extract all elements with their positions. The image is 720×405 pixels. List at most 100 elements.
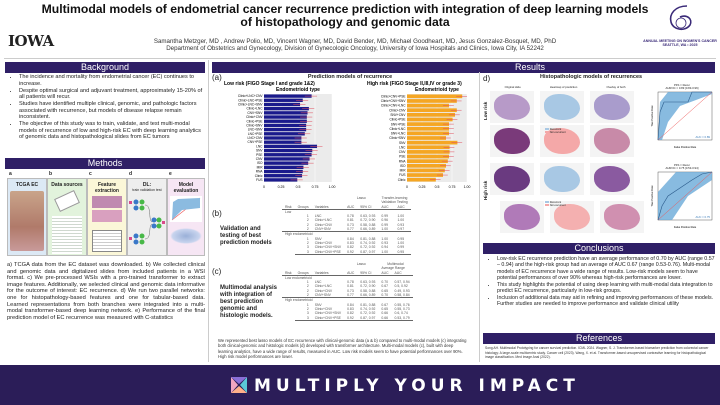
table-cell: 1.00 (381, 227, 388, 232)
category-label: LNC (256, 144, 263, 148)
chart-a-title: Prediction models of recurrence (307, 74, 393, 80)
table-cell: 0.5, 0.92 (394, 284, 408, 289)
validation-table: Lasso Transfer-learning Validation Testing… (282, 196, 411, 255)
table-cell: 0.87, 0.97 (357, 315, 379, 321)
column-header: AUC (378, 270, 392, 276)
table-section-row: High endometrioid (282, 297, 413, 303)
background-bullet: The objective of this study was to train… (19, 121, 205, 141)
table-cell: 0.78 (347, 214, 354, 219)
column-header: Variables (311, 204, 345, 210)
category-label: FUS (256, 178, 262, 182)
x-tick-label: 0.5 (296, 185, 301, 189)
table-cell: 0.81 (347, 284, 354, 289)
bar (407, 163, 446, 168)
table-cell: SNV (314, 302, 322, 307)
x-tick-label: 1.00 (464, 185, 471, 189)
panel-d-label: d) (483, 74, 491, 83)
background-list: The incidence and mortality from endomet… (5, 74, 205, 141)
column-header: 95% CI (357, 270, 379, 276)
category-label: CNV (256, 157, 264, 161)
table-cell: Clinic+LNC (314, 284, 332, 289)
bar (407, 136, 446, 140)
bar (407, 145, 450, 150)
table-cell: 0.72, 0.92 (360, 311, 376, 316)
bar (264, 132, 305, 136)
table-cell: 0.6, 0.74 (394, 311, 408, 316)
background-bullet: Studies have identified multiple clinica… (19, 101, 205, 121)
panel-c-label: (c) (212, 267, 222, 276)
col-label: Heatmap of prediction (549, 85, 578, 89)
table-header-row: Risk Groups Variables AUC 95% CI AUC AUC (282, 204, 411, 210)
table-cell: 0.96 (381, 218, 388, 223)
table-cell: SNV (314, 236, 322, 241)
table-row: 2 Clinic+LNC 0.81 0.72, 0.90 0.67 0.5, 0.92 (282, 284, 413, 288)
table-cell: 0.70 (381, 280, 388, 285)
authors-block: Samantha Metzger, MD , Andrew Polio, MD,… (80, 38, 630, 53)
table-cell: 1.00 (397, 214, 405, 219)
legend-recurrent: Recurrent (549, 128, 562, 131)
table-cell: 0.84 (347, 236, 354, 241)
table-row: 3 Clinic+CNV+PSE 0.92 0.87, 0.97 1.00 0.95 (282, 249, 411, 255)
panel-b-title: Validation and testing of best predictio… (220, 226, 272, 246)
methods-heading: Methods (5, 158, 205, 169)
histology-slide-image (490, 91, 534, 123)
category-label: Clinic+CNV+PSE (381, 94, 406, 98)
table-cell: 0.99 (381, 214, 388, 219)
bar (407, 173, 443, 177)
bar (264, 140, 302, 144)
table-cell: 0.58, 0.88 (360, 288, 376, 293)
table-row: 2 Clinic+LNC 0.81 0.72, 0.90 0.96 1.00 (282, 218, 411, 222)
histology-slide-image (540, 125, 584, 157)
umap-thumbnail (170, 228, 202, 244)
table-cell: 0.92 (344, 315, 358, 321)
multimodal-table: Lasso Multimodal Average Range Risk Groups Va… (282, 262, 413, 321)
bar (407, 108, 457, 113)
panel-tcga: a TCGA EC (7, 171, 47, 256)
histology-slide-image (590, 163, 634, 195)
histology-slide-image (590, 91, 634, 123)
col-label: Overlay of both (606, 85, 626, 89)
conclusions-list: Low-risk EC recurrence prediction have a… (483, 256, 715, 308)
col-labels: Original slide Heatmap of prediction Ove… (490, 85, 640, 89)
methods-caption: a) TCGA data from the EC dataset was dow… (7, 262, 205, 321)
table-group-header: Lasso Multimodal (356, 262, 404, 266)
conclusion-bullet: Inclusion of additional data may aid in … (497, 295, 715, 308)
header-divider (4, 58, 716, 59)
panel-b-label: (b) (212, 209, 222, 218)
sgo-emblem-icon (669, 5, 692, 31)
table-cell: 0.66, 0.89 (360, 293, 376, 298)
sgo-logo-text: ANNUAL MEETING ON WOMEN'S CANCER SEATTLE… (643, 39, 717, 48)
panel-letter: e (169, 171, 172, 177)
x-tick-label: 0 (263, 185, 265, 189)
category-label: RNA (256, 170, 264, 174)
chart-title: Low risk (FIGO Stage I and grade 1&2) (224, 81, 315, 87)
table-cell: 0.63, 0.93 (360, 280, 376, 285)
iowa-logo: IOWA (8, 32, 54, 50)
histology-grid: Original slide Heatmap of prediction Ove… (490, 85, 644, 240)
histo-title: Histopathologic models of recurrences (540, 74, 643, 80)
table-cell: 0.87, 0.97 (357, 249, 379, 255)
roc-title: PFS = Recur AUROC = 0.75 [0.53-0.94] (665, 163, 699, 171)
category-label: LNC+SNV (248, 128, 264, 132)
table-cell: 2 (306, 288, 309, 293)
table-cell: CNV+SNV (314, 293, 331, 298)
table-cell: 1.00 (381, 236, 388, 241)
table-cell: 0.57, 0.94 (394, 280, 410, 285)
table-cell: 2 (306, 222, 309, 227)
bar (407, 177, 436, 182)
bar (407, 99, 457, 103)
roc-legend: AUC = 0.75 (695, 215, 710, 219)
column-divider (479, 72, 480, 362)
table-cell: 0.84 (347, 302, 354, 307)
panel-letter: d (129, 171, 133, 177)
footer-banner: MULTIPLY YOUR IMPACT (0, 365, 720, 405)
category-label: CNV+SNV (247, 111, 263, 115)
roc-curve (657, 172, 713, 221)
table-cell: 0.67 (381, 284, 388, 289)
category-label: Clinic+LNC (246, 107, 263, 111)
table-cell: 3 (306, 245, 309, 250)
column-header: Groups (294, 270, 312, 276)
chart-subtitle: Endometrioid type (276, 87, 320, 93)
panel-c-title: Multimodal analysis with integration of … (220, 285, 278, 319)
bar (407, 168, 445, 173)
